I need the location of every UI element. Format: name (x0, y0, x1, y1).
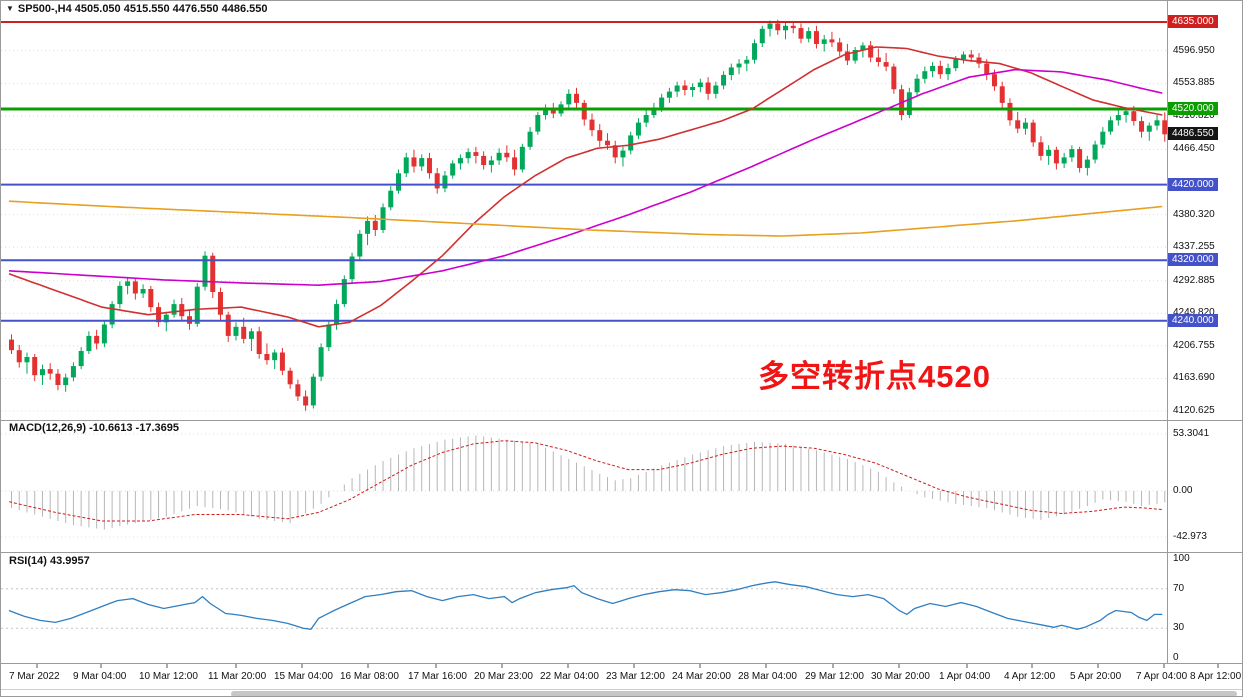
time-axis-label: 30 Mar 20:00 (871, 671, 930, 682)
price-axis-label: 4337.255 (1173, 241, 1215, 253)
macd-axis-label: -42.973 (1173, 530, 1207, 542)
time-axis-label: 23 Mar 12:00 (606, 671, 665, 682)
scrollbar-thumb[interactable] (231, 691, 1237, 696)
ma-fast-red (8, 46, 1163, 328)
macd-axis-label: 53.3041 (1173, 427, 1210, 439)
rsi-axis-label: 0 (1173, 652, 1179, 663)
price-axis-label: 4466.450 (1173, 143, 1215, 155)
time-axis-label: 29 Mar 12:00 (805, 671, 864, 682)
price-axis-label: 4292.885 (1173, 274, 1215, 286)
time-axis-label: 7 Apr 04:00 (1136, 671, 1188, 682)
price-axis-label: 4380.320 (1173, 208, 1215, 220)
rsi-axis: 100 70 30 0 (1168, 1, 1242, 664)
price-axis[interactable]: 4596.950 4553.885 4510.820 4466.450 4380.320… (1168, 1, 1242, 664)
price-badge-support-line: 4320.000 (1168, 253, 1218, 267)
ma-slow-orange (8, 200, 1163, 237)
symbol-ohlc-text: SP500-,H4 4505.050 4515.550 4476.550 448… (17, 3, 268, 15)
time-axis-label: 16 Mar 08:00 (340, 671, 399, 682)
price-axis-label: 4596.950 (1173, 44, 1215, 56)
chart-text-annotation: 多空转折点4520 (758, 359, 991, 394)
time-axis-label: 7 Mar 2022 (9, 671, 60, 682)
rsi-axis-label: 30 (1173, 622, 1185, 634)
time-axis-label: 15 Mar 04:00 (274, 671, 333, 682)
price-badge-current-price: 4486.550 (1168, 127, 1218, 141)
macd-signal-line (8, 440, 1163, 522)
rsi-axis-label: 70 (1173, 582, 1185, 594)
horizontal-scrollbar[interactable] (1, 689, 1242, 696)
time-axis-label: 11 Mar 20:00 (208, 671, 267, 682)
price-badge-support-line: 4240.000 (1168, 313, 1218, 327)
macd-histogram (11, 435, 1166, 530)
macd-axis: 53.3041 0.00 -42.973 (1168, 1, 1242, 664)
time-axis-label: 10 Mar 12:00 (139, 671, 198, 682)
price-axis-label: 4249.820 (1173, 307, 1215, 318)
rsi-line (8, 581, 1163, 630)
time-axis[interactable]: 7 Mar 2022 9 Mar 04:00 10 Mar 12:00 11 Mar … (1, 664, 1241, 689)
rsi-axis-label: 100 (1173, 553, 1190, 564)
rsi-indicator-label: RSI(14) 43.9957 (9, 555, 90, 567)
time-axis-label: 22 Mar 04:00 (540, 671, 599, 682)
candles-series (9, 19, 1168, 411)
time-axis-label: 9 Mar 04:00 (73, 671, 127, 682)
price-badge-support-line: 4420.000 (1168, 177, 1218, 191)
ma-medium-magenta (8, 68, 1163, 287)
price-axis-label: 4510.820 (1173, 109, 1215, 121)
time-axis-label: 24 Mar 20:00 (672, 671, 731, 682)
time-axis-label: 20 Mar 23:00 (474, 671, 533, 682)
symbol-header: ▼ SP500-,H4 4505.050 4515.550 4476.550 4… (6, 3, 267, 15)
time-axis-label: 8 Apr 12:00 (1190, 671, 1242, 682)
time-axis-label: 1 Apr 04:00 (939, 671, 991, 682)
macd-axis-label: 0.00 (1173, 485, 1193, 496)
price-axis-label: 4120.625 (1173, 405, 1215, 417)
symbol-dropdown-icon[interactable]: ▼ (6, 4, 14, 13)
price-axis-label: 4163.690 (1173, 372, 1215, 384)
time-axis-label: 5 Apr 20:00 (1070, 671, 1122, 682)
price-axis-label: 4553.885 (1173, 77, 1215, 89)
price-axis-label: 4206.755 (1173, 339, 1215, 351)
macd-indicator-label: MACD(12,26,9) -10.6613 -17.3695 (9, 422, 179, 434)
time-axis-label: 4 Apr 12:00 (1004, 671, 1056, 682)
price-badge-pivot-line: 4520.000 (1168, 101, 1218, 115)
price-badge-resistance-line: 4635.000 (1168, 15, 1218, 28)
time-axis-label: 17 Mar 16:00 (408, 671, 467, 682)
time-axis-label: 28 Mar 04:00 (738, 671, 797, 682)
